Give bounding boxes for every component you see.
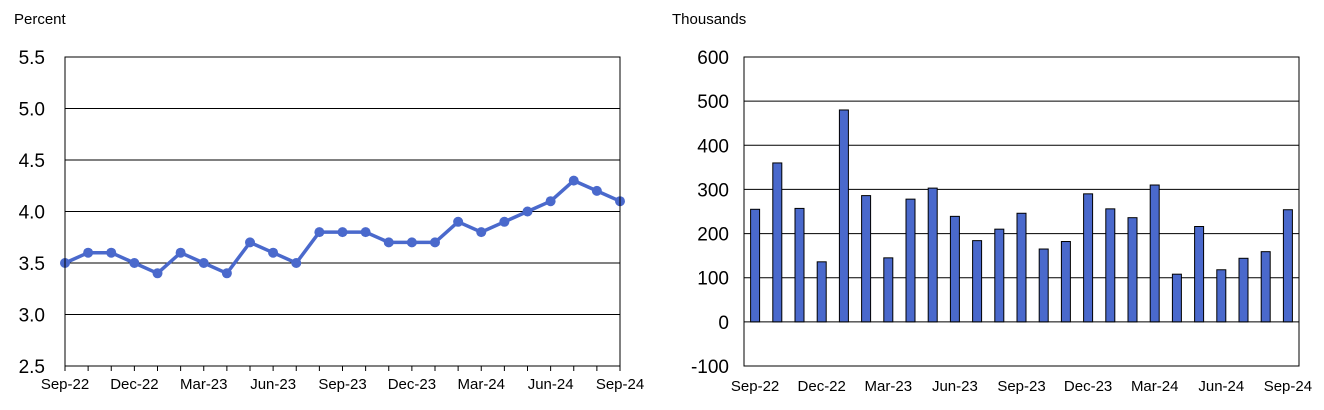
right-plot-frame [743, 56, 1300, 367]
right-y-tick-label: 100 [697, 269, 729, 290]
right-bar [816, 261, 827, 323]
right-x-tick-label: Sep-22 [731, 378, 779, 395]
right-bar [1038, 248, 1049, 323]
right-y-tick-label: 0 [718, 313, 729, 334]
left-data-point [291, 258, 302, 268]
left-x-tick-label: Sep-24 [596, 376, 644, 393]
left-data-point [268, 247, 279, 258]
right-x-tick-label: Dec-22 [798, 378, 846, 395]
right-bar [1238, 257, 1249, 323]
right-bar [883, 257, 894, 323]
right-bar [1083, 193, 1094, 323]
right-bar [1194, 226, 1205, 323]
left-data-point [360, 227, 371, 238]
right-y-tick-label: 500 [697, 92, 729, 113]
left-x-tick-label: Mar-23 [180, 376, 228, 393]
right-y-tick-label: 400 [697, 136, 729, 157]
right-bar [927, 187, 938, 323]
left-data-point [106, 247, 117, 258]
right-bar [1127, 217, 1138, 323]
left-y-tick-label: 2.5 [19, 357, 45, 378]
right-bar [1149, 184, 1160, 323]
right-bar [750, 208, 761, 323]
right-x-tick-label: Jun-24 [1198, 378, 1244, 395]
payroll-change-chart: Thousands -100 0 100 200 300 400 500 600 Sep-22… [672, 11, 1312, 395]
right-x-tick-label: Sep-23 [997, 378, 1045, 395]
left-line-series [60, 175, 625, 279]
right-y-tick-label: -100 [691, 357, 729, 378]
right-x-tick-label: Mar-24 [1131, 378, 1179, 395]
left-data-point [522, 206, 533, 217]
right-bar [1260, 251, 1271, 323]
left-y-tick-label: 5.0 [19, 100, 45, 121]
left-data-point [591, 185, 602, 196]
right-bar [972, 240, 983, 323]
left-x-tick-label: Dec-23 [388, 376, 436, 393]
right-y-tick-labels: -100 0 100 200 300 400 500 600 [691, 48, 729, 378]
left-grid [65, 108, 620, 315]
left-x-tick-label: Sep-23 [318, 376, 366, 393]
right-bar [1016, 212, 1027, 323]
right-bar-series [750, 109, 1293, 323]
left-plot-frame [64, 56, 621, 367]
right-x-tick-labels: Sep-22 Dec-22 Mar-23 Jun-23 Sep-23 Dec-23 Mar-… [731, 378, 1312, 395]
left-data-point [337, 227, 348, 238]
left-y-unit-label: Percent [14, 11, 67, 28]
left-y-tick-label: 3.0 [19, 306, 45, 327]
left-y-tick-label: 4.5 [19, 151, 45, 172]
left-x-tick-label: Jun-23 [250, 376, 296, 393]
left-data-point [245, 237, 255, 248]
left-data-point [453, 216, 464, 227]
right-bar [1216, 269, 1227, 323]
left-x-tick-label: Jun-24 [528, 376, 574, 393]
left-x-tick-label: Mar-24 [457, 376, 505, 393]
right-x-tick-label: Jun-23 [932, 378, 978, 395]
left-series-line [64, 178, 621, 276]
left-data-point [221, 268, 232, 279]
right-x-tick-label: Dec-23 [1064, 378, 1112, 395]
left-x-tick-labels: Sep-22 Dec-22 Mar-23 Jun-23 Sep-23 Dec-23 Mar-… [41, 366, 644, 393]
left-y-tick-label: 3.5 [19, 254, 45, 275]
right-y-tick-label: 200 [697, 225, 729, 246]
left-data-point [499, 216, 510, 227]
right-bar [1105, 208, 1116, 323]
left-y-tick-labels: 2.5 3.0 3.5 4.0 4.5 5.0 5.5 [19, 48, 45, 378]
right-y-unit-label: Thousands [672, 11, 746, 28]
left-y-tick-label: 5.5 [19, 48, 45, 69]
left-data-point [476, 227, 487, 238]
left-data-point [83, 247, 94, 258]
left-data-point [152, 268, 163, 279]
unemployment-rate-chart: Percent 2.5 3.0 3.5 4.0 4.5 5.0 5.5 Sep-22 Dec-… [14, 11, 644, 393]
right-bar [838, 109, 849, 323]
left-x-tick-label: Dec-22 [110, 376, 158, 393]
left-x-tick-label: Sep-22 [41, 376, 89, 393]
left-data-point [175, 247, 186, 258]
right-bar [905, 198, 916, 323]
left-data-point [198, 258, 209, 268]
left-y-tick-label: 4.0 [19, 203, 45, 224]
left-data-point [568, 175, 579, 186]
left-data-point [129, 258, 140, 268]
left-data-point [383, 237, 394, 248]
left-data-point [545, 196, 556, 207]
right-bar [949, 215, 960, 323]
left-data-point [406, 237, 417, 248]
right-bar [772, 162, 783, 323]
right-x-tick-label: Mar-23 [865, 378, 913, 395]
left-data-point [314, 227, 325, 238]
right-bar [1171, 273, 1182, 323]
right-bar [861, 195, 872, 323]
right-y-tick-label: 300 [697, 180, 729, 201]
right-bar [794, 207, 805, 323]
right-bar [994, 228, 1005, 323]
right-bar [1060, 241, 1071, 323]
right-x-tick-label: Sep-24 [1264, 378, 1312, 395]
left-data-point [430, 237, 440, 248]
right-y-tick-label: 600 [697, 48, 729, 69]
right-bar [1282, 209, 1293, 323]
